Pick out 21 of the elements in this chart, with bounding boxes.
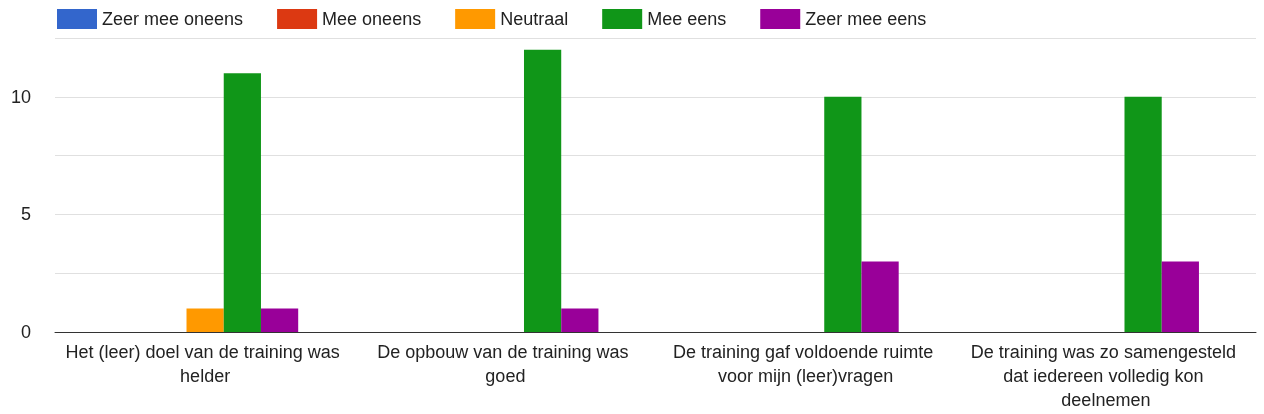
bar — [186, 308, 224, 332]
x-tick-label: De training gaf voldoende ruimte voor mijn (leer)vragen — [673, 342, 939, 386]
x-tick-label: De training was zo samengesteld dat iedereen volledig kon deelnemen — [970, 342, 1241, 410]
bar — [861, 261, 899, 332]
legend-label: Mee eens — [647, 9, 727, 29]
bar — [1124, 96, 1162, 332]
y-tick-label: 10 — [10, 86, 31, 107]
bar — [1161, 261, 1199, 332]
legend-label: Zeer mee oneens — [102, 9, 244, 29]
x-tick-label: De opbouw van de training was goed — [377, 342, 634, 386]
legend-label: Mee oneens — [322, 9, 422, 29]
bar — [523, 49, 562, 332]
y-tick-label: 0 — [20, 322, 31, 342]
bar — [260, 308, 299, 332]
bar — [824, 96, 862, 332]
y-tick-label: 5 — [20, 204, 31, 225]
bar — [223, 73, 261, 332]
bar — [561, 308, 599, 332]
x-tick-label: Het (leer) doel van de training was helder — [65, 342, 345, 386]
legend-label: Zeer mee eens — [805, 9, 927, 29]
legend-label: Neutraal — [500, 9, 569, 29]
